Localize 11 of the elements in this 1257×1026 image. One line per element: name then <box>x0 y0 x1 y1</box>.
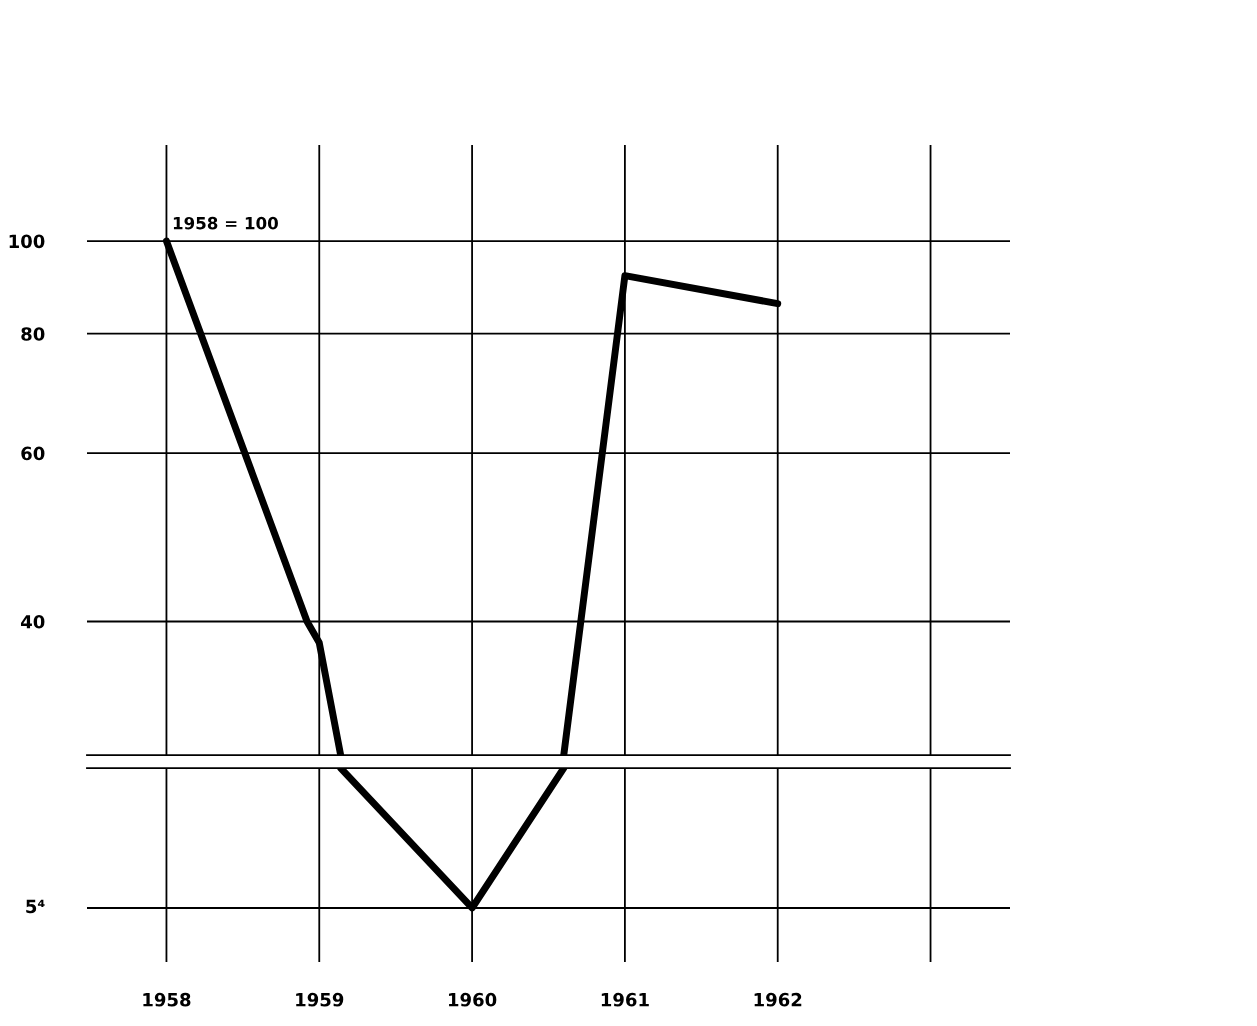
x-tick-label: 1961 <box>601 992 649 1007</box>
x-tick-label: 1960 <box>448 992 497 1007</box>
text: 5⁴ <box>26 899 45 914</box>
y-tick-label: 100 <box>9 234 45 249</box>
x-tick-label: 1959 <box>296 992 344 1007</box>
x-tick-label: 1958 <box>143 992 191 1007</box>
y-tick-label: 80 <box>21 327 45 341</box>
y-tick-label: 60 <box>21 446 45 461</box>
x-tick-label: 1962 <box>754 992 802 1007</box>
y-tick-label: 40 <box>21 614 45 629</box>
annotation: 1958 = 100 <box>173 216 278 230</box>
